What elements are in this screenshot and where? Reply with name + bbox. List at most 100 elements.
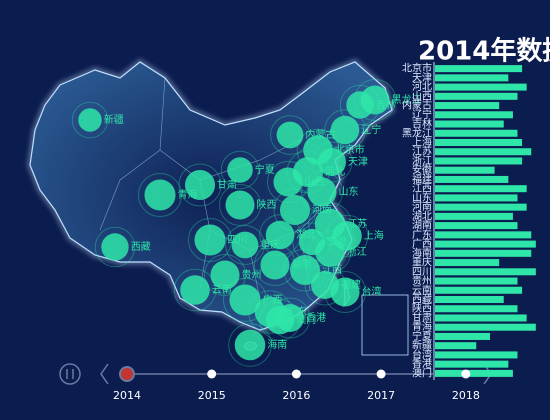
bar-label: 贵州: [412, 274, 432, 287]
bubble-ripple: [203, 253, 247, 297]
bar-label: 吉林: [412, 117, 432, 130]
bar: [435, 369, 513, 377]
timeline-dot[interactable]: [461, 369, 471, 379]
bar: [435, 185, 527, 193]
map-label: 台湾: [362, 285, 382, 298]
bubble-ripple: [225, 225, 265, 265]
map-label: 湖北: [296, 229, 316, 241]
bubble-ripple: [222, 277, 268, 323]
bar: [435, 231, 532, 239]
map-label: 河南: [312, 203, 332, 216]
bubble[interactable]: [273, 167, 303, 197]
bar-label: 新疆: [412, 339, 432, 352]
bubble[interactable]: [330, 277, 360, 307]
timeline-label: 2015: [198, 389, 226, 402]
bubble[interactable]: [231, 231, 259, 259]
bubble-ripple: [253, 243, 297, 287]
map-label: 云南: [212, 283, 232, 296]
bubble[interactable]: [265, 220, 295, 250]
bar: [435, 148, 532, 156]
bar-label: 澳门: [412, 366, 432, 379]
timeline-dot[interactable]: [291, 369, 301, 379]
timeline-label: 2018: [452, 389, 480, 402]
bar: [435, 175, 509, 183]
bubble-ripple: [137, 172, 183, 218]
timeline-dot[interactable]: [207, 369, 217, 379]
bubble-ripple: [323, 270, 367, 314]
map-label: 湖南: [292, 258, 312, 271]
bubble[interactable]: [229, 284, 261, 316]
bar-label: 四川: [412, 267, 432, 278]
bar: [435, 111, 513, 119]
bubble[interactable]: [276, 121, 304, 149]
pause-icon: [66, 369, 74, 379]
bubble[interactable]: [225, 190, 255, 220]
bar: [435, 222, 518, 230]
map-label: 上海: [364, 229, 384, 242]
map-label: 重庆: [260, 238, 280, 251]
south-sea-box: [361, 294, 409, 356]
bar: [435, 166, 495, 174]
bar-label: 青海: [412, 320, 432, 333]
bar: [435, 342, 477, 350]
bubble[interactable]: [318, 148, 346, 176]
bubble[interactable]: [194, 224, 226, 256]
bubble-ripple: [218, 183, 262, 227]
timeline-current[interactable]: [119, 366, 135, 382]
bubble[interactable]: [260, 250, 290, 280]
map-label: 黑龙江: [392, 93, 422, 106]
bar: [435, 129, 518, 137]
bar-label: 广西: [412, 238, 432, 250]
bubble[interactable]: [307, 177, 337, 207]
bar-label: 台湾: [412, 348, 432, 361]
bubble-ripple: [259, 299, 301, 341]
map-label: 河北: [325, 166, 345, 178]
bar-label: 宁夏: [412, 329, 432, 342]
bubble[interactable]: [227, 157, 253, 183]
bubble[interactable]: [360, 85, 390, 115]
bubble[interactable]: [279, 194, 311, 226]
bubble-ripple: [71, 101, 109, 139]
map-label: 安徽: [327, 235, 347, 248]
bar-label: 西藏: [412, 294, 432, 306]
bubble[interactable]: [78, 108, 102, 132]
bar-label: 辽宁: [412, 108, 432, 121]
bubble[interactable]: [314, 208, 346, 240]
bubble[interactable]: [330, 115, 360, 145]
bubble[interactable]: [180, 275, 210, 305]
bubble-ripple: [228, 323, 272, 367]
bar-label: 山东: [412, 191, 432, 204]
bar-label: 天津: [412, 72, 432, 84]
bubble-ripple: [270, 115, 310, 155]
bar: [435, 351, 518, 359]
bubble-ripple: [178, 163, 222, 207]
bar: [435, 203, 527, 211]
map-label: 陕西: [257, 198, 277, 211]
prev-button[interactable]: [100, 363, 109, 385]
bubble[interactable]: [101, 233, 129, 261]
bubble[interactable]: [184, 169, 216, 201]
bar: [435, 295, 504, 304]
bar: [435, 194, 518, 202]
bubble[interactable]: [298, 228, 326, 256]
bar: [435, 157, 523, 165]
map-label: 辽宁: [361, 123, 381, 136]
bubble[interactable]: [234, 329, 266, 361]
bubble[interactable]: [289, 254, 321, 286]
bar: [435, 212, 513, 220]
bubble-ripple: [220, 150, 260, 190]
play-button[interactable]: [59, 363, 81, 385]
bar-label: 浙江: [412, 155, 432, 167]
bar-label: 安徽: [412, 163, 432, 176]
bubble[interactable]: [265, 305, 295, 335]
bar-label: 江西: [412, 183, 432, 195]
bubble[interactable]: [210, 260, 240, 290]
bubble[interactable]: [144, 179, 176, 211]
map-label: 贵州: [242, 268, 262, 281]
timeline-dot[interactable]: [376, 369, 386, 379]
bar: [435, 323, 536, 331]
timeline-label: 2016: [282, 389, 310, 402]
map-label: 新疆: [104, 113, 124, 126]
bar: [435, 65, 523, 73]
bar-label: 黑龙江: [402, 126, 432, 139]
